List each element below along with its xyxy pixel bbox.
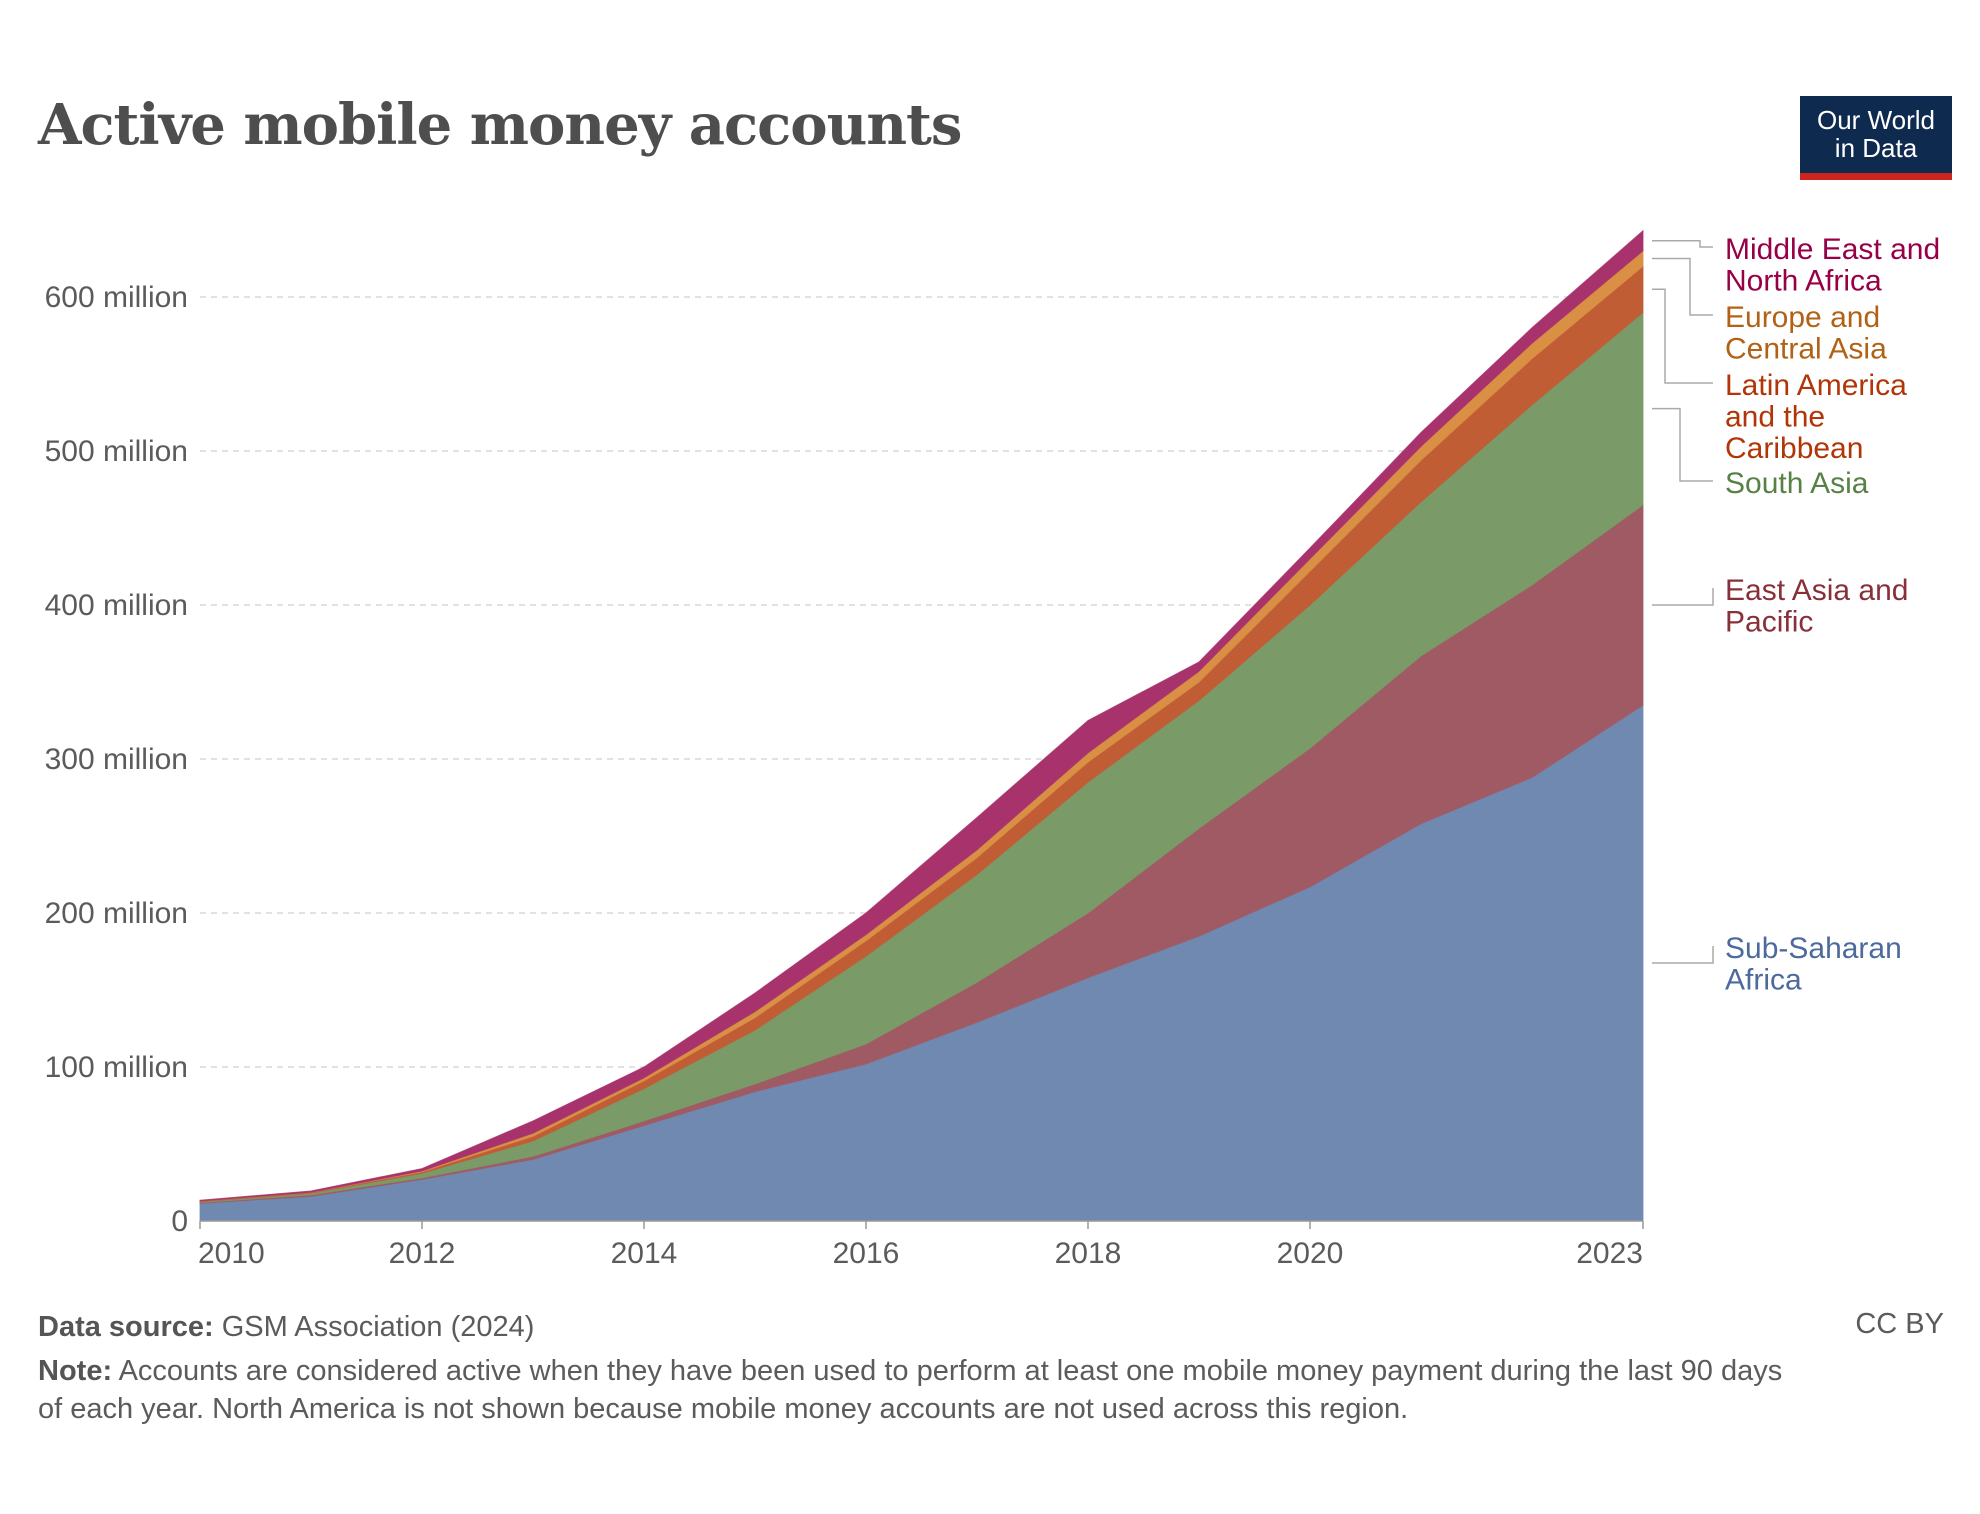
y-tick-label: 200 million	[45, 897, 188, 930]
x-tick-label: 2023	[1576, 1237, 1643, 1270]
legend-label: Pacific	[1725, 606, 1813, 639]
logo-line2: in Data	[1834, 133, 1918, 163]
license[interactable]: CC BY	[1855, 1308, 1944, 1340]
y-tick-label: 0	[171, 1205, 188, 1238]
note-line1: Accounts are considered active when they…	[118, 1355, 1783, 1387]
area-middle-east-and-north-africa	[199, 229, 1644, 1202]
legend-label: and the	[1725, 401, 1825, 434]
x-tick-label: 2018	[1055, 1237, 1122, 1270]
logo-line1: Our World	[1817, 105, 1935, 135]
legend-label: Sub-Saharan	[1725, 932, 1902, 965]
y-tick-label: 100 million	[45, 1051, 188, 1084]
y-tick-label: 300 million	[45, 743, 188, 776]
x-tick-label: 2010	[198, 1237, 265, 1270]
source-text[interactable]: GSM Association (2024)	[221, 1311, 535, 1343]
data-source: Data source: GSM Association (2024)	[38, 1308, 534, 1346]
note: Note: Accounts are considered active whe…	[38, 1352, 1782, 1428]
y-tick-label: 400 million	[45, 589, 188, 622]
legend-label: East Asia and	[1725, 574, 1908, 607]
note-label: Note:	[38, 1355, 113, 1387]
owid-logo[interactable]: Our World in Data	[1800, 96, 1952, 180]
chart-title: Active mobile money accounts	[38, 92, 962, 158]
legend-label: Middle East and	[1725, 233, 1940, 266]
x-tick-label: 2020	[1277, 1237, 1344, 1270]
legend-connector	[1652, 588, 1714, 606]
y-tick-label: 500 million	[45, 435, 188, 468]
source-label: Data source:	[38, 1311, 214, 1343]
legend-connector	[1652, 240, 1713, 248]
legend-connector	[1652, 407, 1713, 482]
legend-label: South Asia	[1725, 467, 1869, 500]
x-tick-label: 2016	[833, 1237, 900, 1270]
legend-label: Central Asia	[1725, 333, 1887, 366]
x-tick-label: 2014	[611, 1237, 678, 1270]
stacked-area-chart: 0 100 million 200 million 300 million 400 mi…	[45, 229, 1940, 1270]
legend-label: North Africa	[1725, 265, 1882, 298]
y-tick-label: 600 million	[45, 281, 188, 314]
note-line2: of each year. North America is not shown…	[38, 1393, 1409, 1425]
legend-label: Europe and	[1725, 301, 1880, 334]
legend-connector	[1652, 946, 1714, 964]
legend-label: Latin America	[1725, 369, 1907, 402]
legend-label: Caribbean	[1725, 432, 1863, 465]
legend-label: Africa	[1725, 964, 1802, 997]
legend-connector	[1652, 257, 1713, 316]
legend-connector	[1652, 288, 1713, 384]
x-tick-label: 2012	[389, 1237, 456, 1270]
